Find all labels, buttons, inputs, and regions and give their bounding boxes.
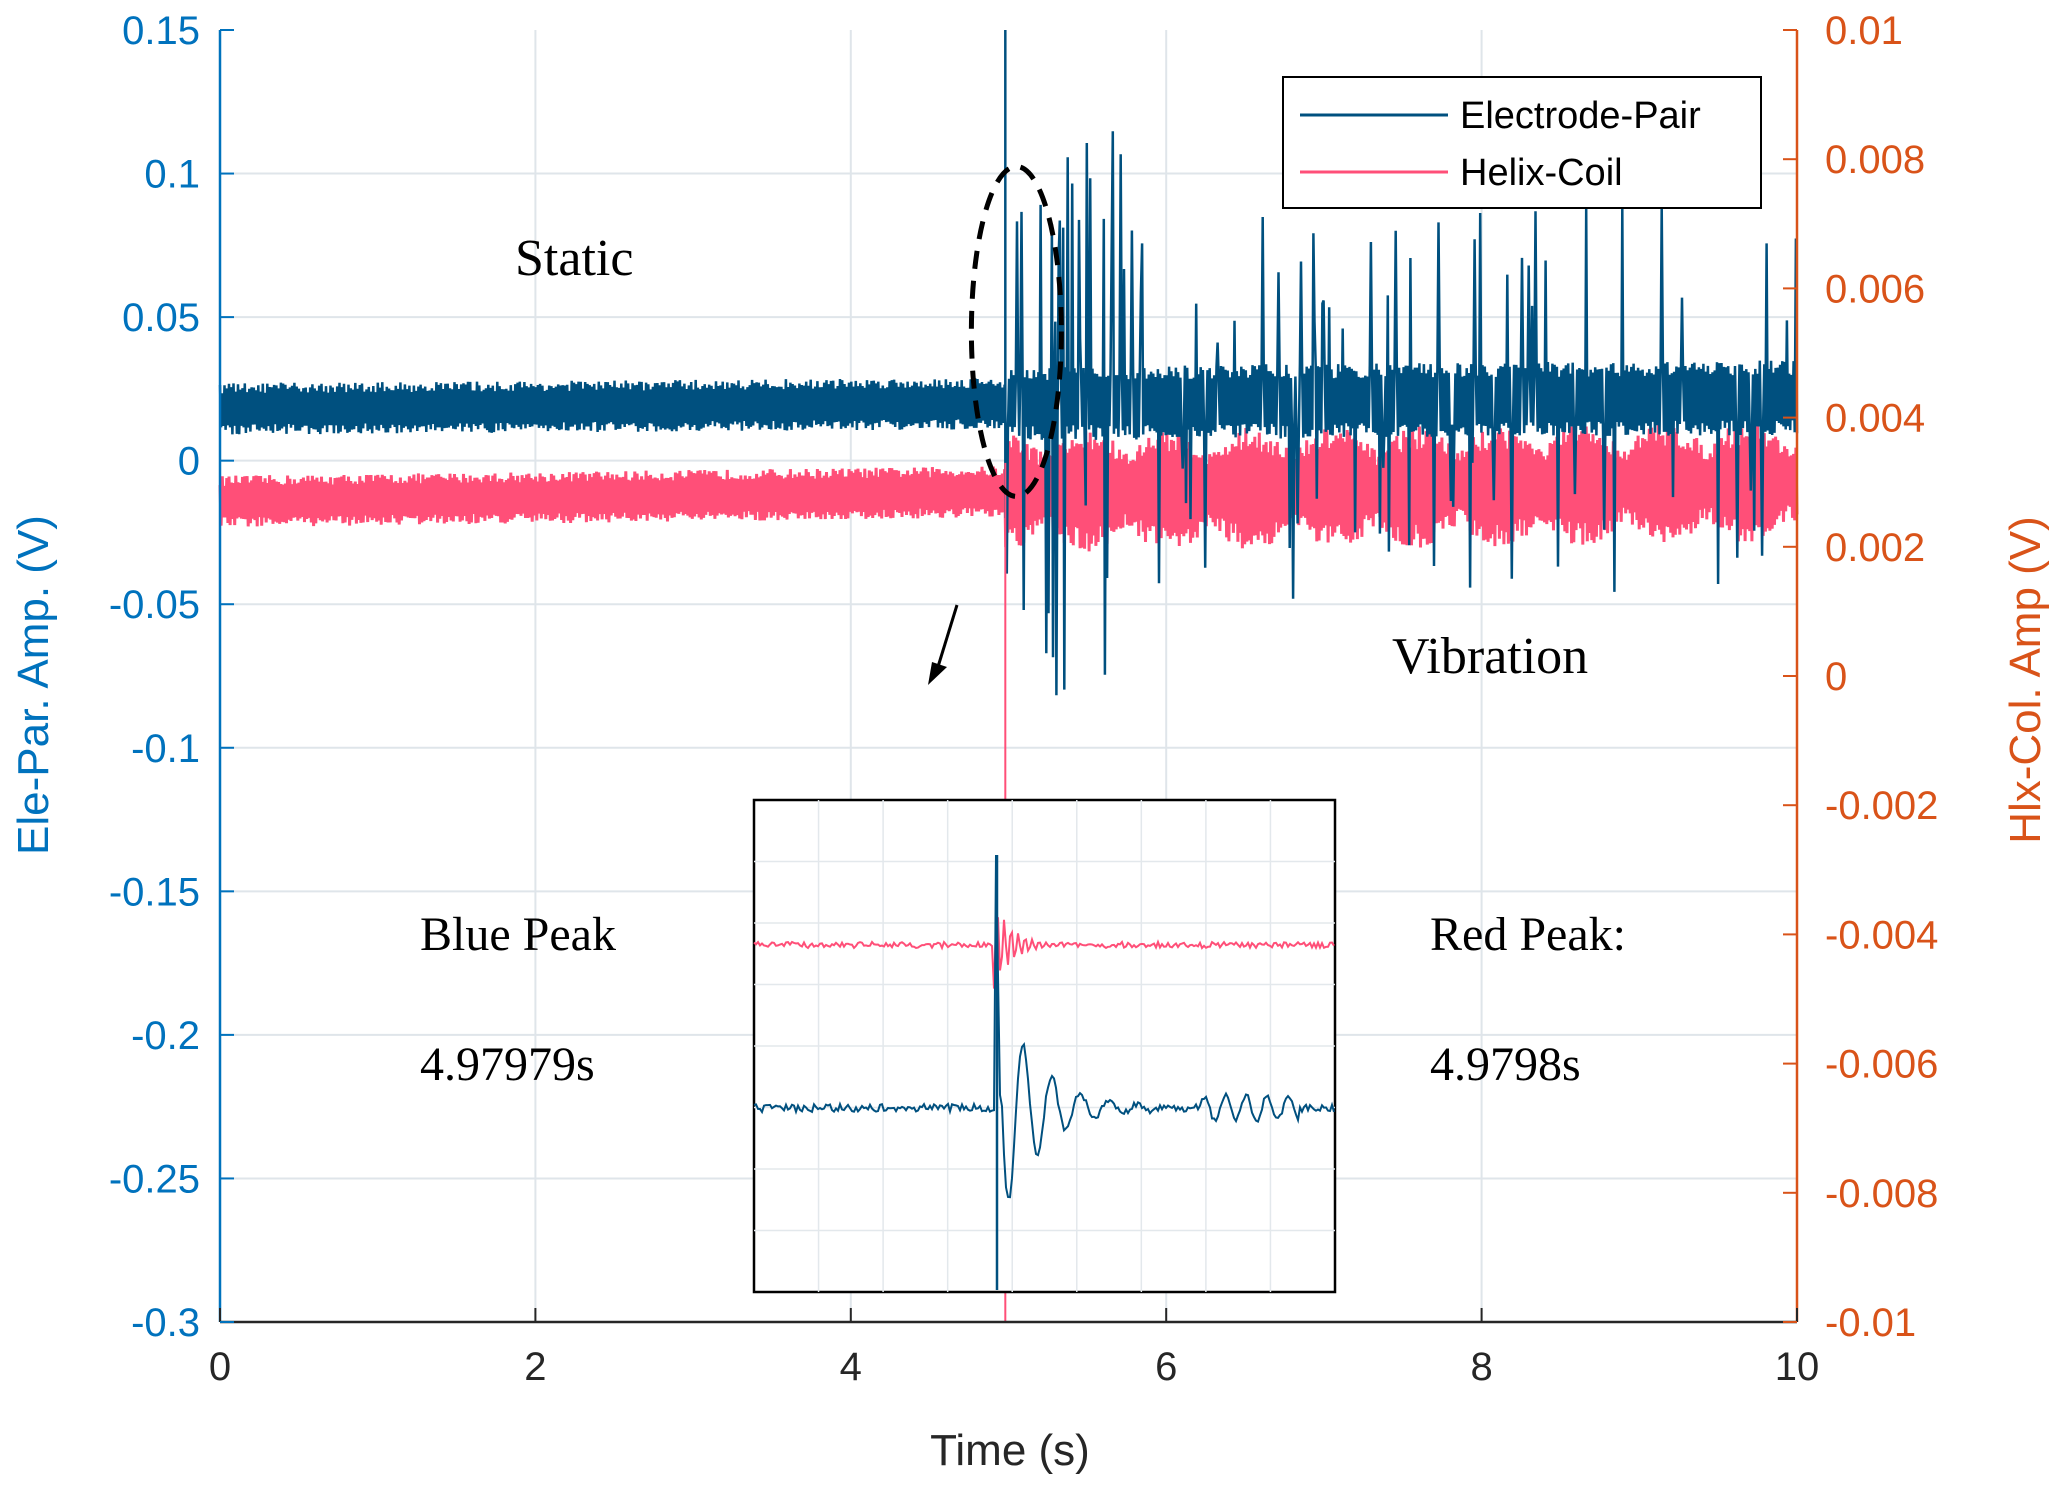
event-arrow	[928, 604, 959, 685]
y-right-tick-label: 0	[1825, 655, 1847, 699]
series-electrode-pair	[218, 131, 1799, 696]
zoom-inset	[752, 798, 1337, 1294]
y-left-tick-label: -0.15	[109, 870, 200, 914]
y-left-tick-label: -0.3	[131, 1301, 200, 1345]
red-peak-time: 4.9798s	[1430, 1038, 1581, 1091]
y-right-tick-label: -0.002	[1825, 784, 1938, 828]
inset-electrode-pair-trace	[753, 854, 1335, 1199]
y-right-tick-label: 0.002	[1825, 526, 1925, 570]
x-tick-label: 8	[1470, 1345, 1492, 1389]
blue-peak-label: Blue Peak	[420, 908, 616, 961]
y-left-axis-title: Ele-Par. Amp. (V)	[9, 515, 58, 855]
x-tick-label: 0	[209, 1345, 231, 1389]
axes	[218, 29, 1799, 1324]
vibration-label: Vibration	[1392, 628, 1588, 685]
x-tick-label: 2	[524, 1345, 546, 1389]
y-left-tick-label: 0.15	[122, 9, 200, 53]
x-tick-label: 10	[1775, 1345, 1820, 1389]
y-right-tick-label: -0.008	[1825, 1172, 1938, 1216]
y-right-tick-label: 0.004	[1825, 397, 1925, 441]
legend: Electrode-Pair Helix-Coil	[1282, 76, 1762, 209]
y-right-tick-label: -0.006	[1825, 1043, 1938, 1087]
inset-helix-coil-trace	[753, 917, 1335, 989]
x-axis-title: Time (s)	[930, 1426, 1090, 1475]
y-right-tick-label: 0.008	[1825, 138, 1925, 182]
y-right-tick-label: -0.01	[1825, 1301, 1916, 1345]
y-right-tick-label: 0.01	[1825, 9, 1903, 53]
y-left-tick-label: 0.05	[122, 296, 200, 340]
legend-box	[1282, 76, 1762, 209]
red-peak-label: Red Peak:	[1430, 908, 1626, 961]
event-highlight-ellipse	[968, 163, 1064, 499]
static-label: Static	[515, 230, 633, 287]
tick-labels: 0 2 4 6 8 10 0.15 0.1 0.05 0 -0.05 -0.1 -0.15 -0.2 -0.…	[109, 9, 1939, 1389]
y-left-tick-label: -0.2	[131, 1014, 200, 1058]
y-right-tick-label: -0.004	[1825, 913, 1938, 957]
y-left-tick-label: -0.05	[109, 583, 200, 627]
y-right-tick-label: 0.006	[1825, 267, 1925, 311]
y-left-tick-label: 0.1	[144, 153, 200, 197]
x-tick-label: 4	[840, 1345, 862, 1389]
y-left-tick-label: -0.1	[131, 727, 200, 771]
x-tick-label: 6	[1155, 1345, 1177, 1389]
y-right-axis-title: Hlx-Col. Amp (V)	[2001, 516, 2050, 844]
blue-peak-time: 4.97979s	[420, 1038, 595, 1091]
y-left-tick-label: 0	[178, 440, 200, 484]
legend-label-electrode-pair: Electrode-Pair	[1460, 95, 1701, 137]
y-left-tick-label: -0.25	[109, 1157, 200, 1201]
legend-label-helix-coil: Helix-Coil	[1460, 152, 1623, 194]
